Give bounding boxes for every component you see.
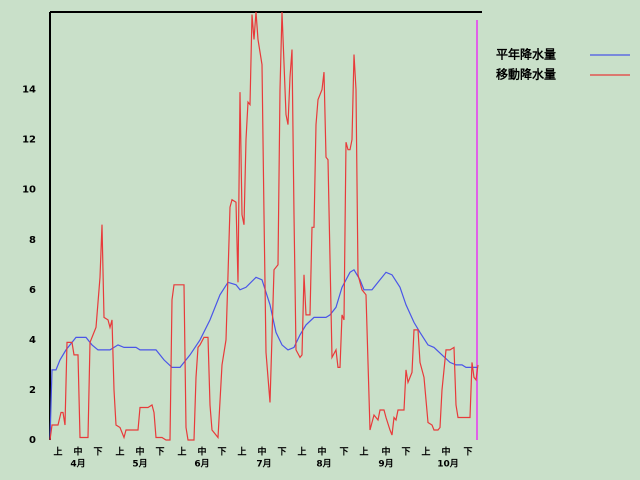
- x-tick-label: 中: [317, 446, 326, 458]
- month-label: 4月: [70, 459, 85, 470]
- y-tick-label: 2: [29, 385, 36, 396]
- month-label: 5月: [132, 459, 147, 470]
- x-tick-label: 中: [441, 446, 450, 458]
- x-tick-label: 上: [53, 446, 62, 458]
- month-label: 6月: [194, 459, 209, 470]
- x-tick-label: 上: [359, 446, 368, 458]
- x-tick-label: 中: [73, 446, 82, 458]
- x-tick-label: 中: [135, 446, 144, 458]
- x-tick-label: 上: [177, 446, 186, 458]
- x-tick-label: 上: [237, 446, 246, 458]
- legend-label: 移動降水量: [496, 67, 556, 82]
- x-tick-label: 下: [217, 447, 226, 458]
- x-tick-label: 上: [421, 446, 430, 458]
- series-line: [49, 268, 478, 441]
- month-label: 9月: [378, 459, 393, 470]
- y-tick-label: 10: [22, 185, 36, 196]
- y-tick-label: 12: [22, 135, 36, 146]
- x-tick-label: 下: [93, 447, 102, 458]
- x-tick-label: 下: [155, 447, 164, 458]
- month-label: 10月: [437, 459, 459, 470]
- series-line: [49, 11, 479, 441]
- x-tick-label: 下: [339, 447, 348, 458]
- x-tick-label: 中: [257, 446, 266, 458]
- y-tick-label: 14: [22, 85, 36, 96]
- y-tick-label: 8: [29, 235, 36, 246]
- y-tick-label: 6: [29, 285, 36, 296]
- x-tick-label: 中: [381, 446, 390, 458]
- legend-label: 平年降水量: [496, 47, 556, 62]
- month-label: 8月: [316, 459, 331, 470]
- x-tick-label: 下: [277, 447, 286, 458]
- x-tick-label: 下: [463, 447, 472, 458]
- y-tick-label: 4: [29, 335, 36, 346]
- x-tick-label: 下: [401, 447, 410, 458]
- y-tick-label: 0: [29, 435, 36, 446]
- x-tick-label: 中: [197, 446, 206, 458]
- x-tick-label: 上: [297, 446, 306, 458]
- month-label: 7月: [256, 459, 271, 470]
- x-tick-label: 上: [115, 446, 124, 458]
